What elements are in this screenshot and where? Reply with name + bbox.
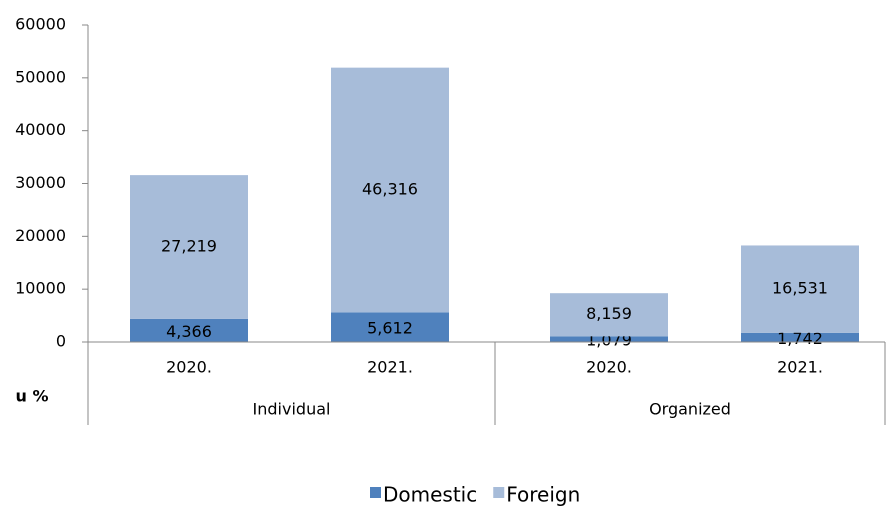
data-label: 8,159	[586, 304, 632, 323]
data-label: 5,612	[367, 319, 413, 338]
y-tick-label: 0	[56, 332, 66, 351]
bar-segment	[331, 312, 449, 342]
bar-segment	[550, 293, 668, 337]
legend-label: Domestic	[383, 483, 477, 507]
x-tick-label: 2020.	[166, 358, 212, 377]
y-tick-label: 50000	[15, 67, 66, 86]
bar-segment	[331, 67, 449, 313]
data-label: 1,742	[777, 329, 823, 348]
data-label: 27,219	[161, 237, 217, 256]
y-tick-label: 10000	[15, 279, 66, 298]
legend-swatch	[493, 487, 505, 498]
group-label: Organized	[649, 400, 731, 419]
x-tick-label: 2021.	[777, 358, 823, 377]
bar-segment	[741, 245, 859, 333]
y-tick-label: 60000	[15, 15, 66, 34]
data-label: 16,531	[772, 279, 828, 298]
group-label: Individual	[253, 400, 331, 419]
x-tick-label: 2021.	[367, 358, 413, 377]
bar-segment	[741, 332, 859, 342]
y-tick-label: 20000	[15, 226, 66, 245]
legend-swatch	[370, 487, 381, 498]
bar-segment	[130, 175, 248, 319]
data-label: 4,366	[166, 322, 212, 341]
x-tick-label: 2020.	[586, 358, 632, 377]
axis-note: u %	[16, 387, 49, 406]
data-label: 46,316	[362, 179, 418, 198]
y-tick-label: 30000	[15, 173, 66, 192]
y-tick-label: 40000	[15, 120, 66, 139]
legend-label: Foreign	[506, 483, 580, 507]
bar-segment	[550, 336, 668, 342]
bar-segment	[130, 318, 248, 342]
